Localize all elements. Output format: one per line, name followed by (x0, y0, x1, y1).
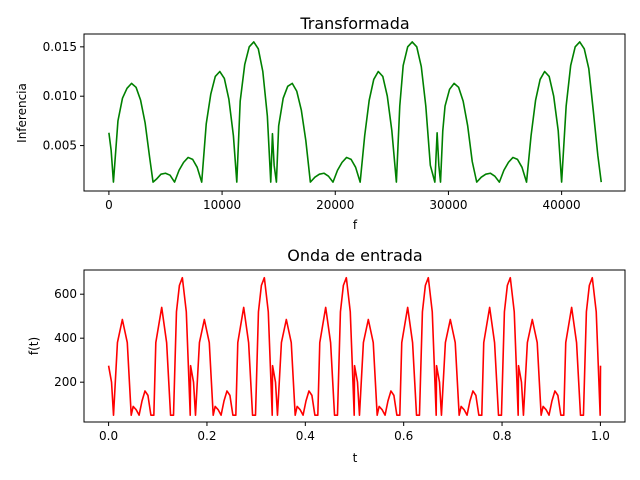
bottom-x-tick-label: 1.0 (591, 429, 610, 443)
bottom-y-tick-label: 600 (54, 287, 77, 301)
top-x-tick-label: 0 (105, 198, 113, 212)
top-series-line (108, 41, 603, 183)
bottom-x-axis-label: t (353, 451, 358, 465)
top-subplot: Transformada 0 10000 20000 30000 40000 0.005… (15, 14, 626, 232)
bottom-x-tick-label: 0.4 (296, 429, 315, 443)
top-chart-title: Transformada (299, 14, 409, 33)
bottom-x-tick-label: 0.0 (99, 429, 118, 443)
bottom-series-group (107, 276, 602, 416)
top-y-ticks: 0.005 0.010 0.015 (43, 40, 84, 153)
bottom-subplot: Onda de entrada 0.0 0.2 0.4 0.6 0.8 1.0 200 40… (27, 246, 626, 465)
top-y-tick-label: 0.010 (43, 89, 77, 103)
top-x-tick-label: 30000 (429, 198, 467, 212)
bottom-series-line (107, 276, 602, 416)
top-series-group (108, 41, 603, 183)
top-y-axis-label: Inferencia (15, 83, 29, 143)
top-x-ticks: 0 10000 20000 30000 40000 (105, 191, 581, 212)
top-x-axis-label: f (353, 218, 358, 232)
top-x-tick-label: 20000 (316, 198, 354, 212)
bottom-x-tick-label: 0.2 (197, 429, 216, 443)
top-x-tick-label: 10000 (203, 198, 241, 212)
top-axes-frame (83, 33, 626, 192)
top-y-tick-label: 0.005 (43, 139, 77, 153)
bottom-x-ticks: 0.0 0.2 0.4 0.6 0.8 1.0 (99, 422, 610, 443)
bottom-y-axis-label: f(t) (27, 337, 41, 355)
bottom-y-tick-label: 200 (54, 375, 77, 389)
top-x-tick-label: 40000 (543, 198, 581, 212)
bottom-x-tick-label: 0.6 (394, 429, 413, 443)
bottom-y-tick-label: 400 (54, 331, 77, 345)
top-y-tick-label: 0.015 (43, 40, 77, 54)
bottom-axes-frame (83, 269, 626, 423)
bottom-chart-title: Onda de entrada (287, 246, 422, 265)
bottom-x-tick-label: 0.8 (492, 429, 511, 443)
bottom-y-ticks: 200 400 600 (54, 287, 84, 389)
